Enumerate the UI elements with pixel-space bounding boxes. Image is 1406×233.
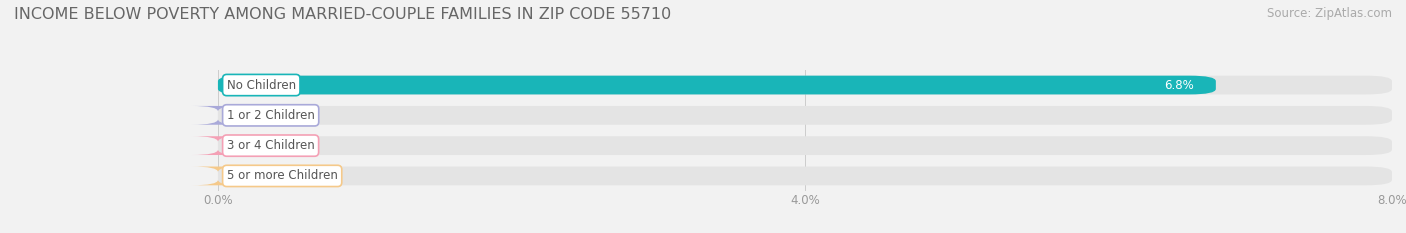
FancyBboxPatch shape bbox=[191, 106, 245, 125]
Text: 5 or more Children: 5 or more Children bbox=[226, 169, 337, 182]
FancyBboxPatch shape bbox=[218, 167, 1392, 185]
Text: No Children: No Children bbox=[226, 79, 295, 92]
Text: INCOME BELOW POVERTY AMONG MARRIED-COUPLE FAMILIES IN ZIP CODE 55710: INCOME BELOW POVERTY AMONG MARRIED-COUPL… bbox=[14, 7, 671, 22]
Text: 0.0%: 0.0% bbox=[240, 169, 270, 182]
FancyBboxPatch shape bbox=[218, 76, 1216, 94]
FancyBboxPatch shape bbox=[218, 106, 1392, 125]
Text: 0.0%: 0.0% bbox=[240, 139, 270, 152]
FancyBboxPatch shape bbox=[218, 136, 1392, 155]
FancyBboxPatch shape bbox=[191, 136, 245, 155]
FancyBboxPatch shape bbox=[218, 76, 1392, 94]
Text: 6.8%: 6.8% bbox=[1164, 79, 1194, 92]
Text: 1 or 2 Children: 1 or 2 Children bbox=[226, 109, 315, 122]
Text: 0.0%: 0.0% bbox=[240, 109, 270, 122]
Text: Source: ZipAtlas.com: Source: ZipAtlas.com bbox=[1267, 7, 1392, 20]
Text: 3 or 4 Children: 3 or 4 Children bbox=[226, 139, 315, 152]
FancyBboxPatch shape bbox=[191, 167, 245, 185]
